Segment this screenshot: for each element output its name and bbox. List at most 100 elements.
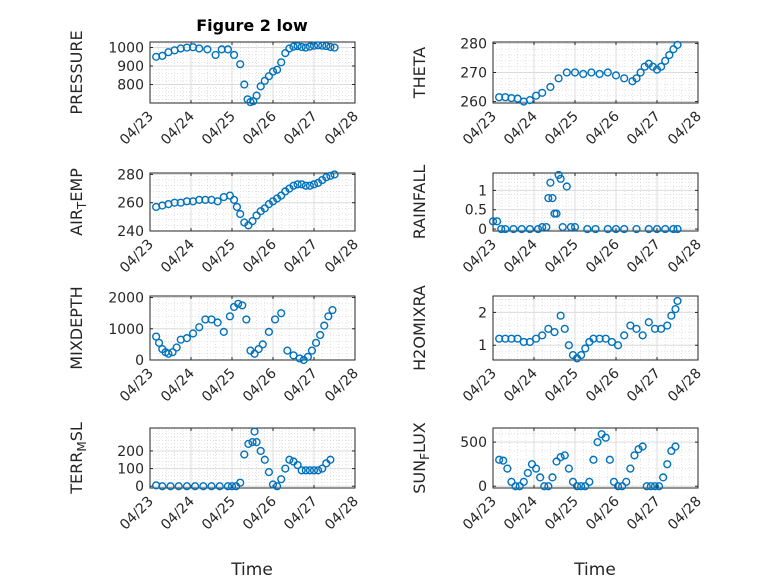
- data-point: [314, 41, 323, 50]
- data-point: [488, 217, 498, 226]
- data-point: [632, 324, 641, 333]
- data-point: [240, 80, 249, 89]
- plot-area: [150, 296, 355, 360]
- x-axis-label-left: Time: [230, 560, 273, 580]
- data-point: [203, 45, 212, 54]
- data-point: [254, 344, 263, 354]
- data-point: [509, 224, 518, 234]
- y-tick-label: 500: [460, 435, 487, 451]
- y-tick-label: 200: [117, 444, 144, 460]
- y-tick-label: 1: [478, 338, 487, 354]
- data-point: [285, 455, 294, 464]
- data-point: [661, 224, 670, 234]
- data-point: [303, 352, 312, 361]
- y-tick-label: 280: [460, 36, 487, 52]
- y-tick-label: 0.5: [465, 203, 487, 219]
- data-point: [644, 318, 653, 327]
- data-point: [564, 341, 573, 350]
- data-point: [289, 42, 298, 51]
- data-point: [227, 482, 237, 491]
- data-point: [652, 224, 662, 234]
- data-point: [654, 482, 664, 491]
- data-point: [328, 305, 337, 315]
- data-point: [236, 478, 245, 487]
- data-point: [613, 341, 623, 350]
- data-point: [311, 338, 321, 347]
- data-point: [236, 60, 245, 69]
- data-point: [552, 457, 561, 466]
- data-point: [632, 74, 641, 83]
- y-tick-label: 1000: [108, 41, 144, 57]
- data-point: [556, 311, 565, 320]
- data-point: [538, 88, 547, 97]
- data-point: [307, 346, 317, 355]
- data-point: [297, 466, 306, 475]
- data-point: [572, 482, 582, 491]
- data-point: [570, 68, 580, 77]
- data-point: [618, 482, 627, 491]
- data-point: [564, 464, 573, 473]
- data-point: [497, 224, 506, 234]
- data-point: [556, 174, 565, 183]
- data-point: [601, 334, 610, 343]
- data-point: [301, 181, 310, 190]
- data-point: [309, 466, 319, 475]
- data-point: [673, 296, 682, 306]
- data-point: [544, 482, 553, 491]
- plot-area: [493, 428, 698, 488]
- data-point: [330, 43, 339, 52]
- data-point: [609, 477, 619, 486]
- data-point: [309, 180, 319, 189]
- data-point: [554, 74, 563, 83]
- axes-box: [492, 172, 699, 232]
- axes-box: [149, 172, 356, 232]
- data-point: [568, 477, 578, 486]
- y-tick-label: 2: [478, 305, 487, 321]
- data-point: [326, 42, 335, 52]
- data-point: [172, 343, 181, 352]
- data-point: [659, 473, 668, 482]
- data-point: [213, 197, 222, 206]
- data-point: [182, 334, 192, 343]
- data-point: [656, 62, 666, 71]
- y-tick-label: 1000: [108, 322, 144, 338]
- y-tick-label: 0: [478, 222, 487, 238]
- data-point: [663, 460, 672, 469]
- data-point: [195, 44, 204, 53]
- data-point: [322, 41, 331, 51]
- data-point: [667, 311, 676, 320]
- data-point: [250, 349, 259, 358]
- data-point: [611, 71, 621, 80]
- data-point: [538, 331, 547, 340]
- y-axis-label-part: SL: [67, 422, 86, 441]
- y-tick-label: 800: [117, 78, 144, 94]
- data-point: [605, 455, 614, 464]
- data-point: [493, 217, 502, 226]
- data-point: [256, 446, 265, 456]
- data-point: [607, 337, 617, 347]
- data-point: [552, 209, 561, 218]
- data-point: [174, 482, 183, 491]
- data-point: [577, 350, 586, 360]
- data-point: [622, 477, 631, 486]
- data-point: [293, 180, 302, 189]
- data-point: [591, 224, 600, 234]
- data-point: [301, 466, 310, 475]
- data-point: [324, 312, 333, 321]
- data-point: [579, 69, 588, 79]
- data-point: [256, 82, 265, 91]
- y-tick-label: 0: [135, 479, 144, 495]
- data-point: [673, 224, 682, 234]
- data-point: [248, 216, 257, 226]
- data-point: [264, 72, 274, 81]
- data-point: [232, 202, 242, 212]
- y-tick-label: 280: [117, 167, 144, 183]
- data-point: [166, 482, 175, 491]
- data-point: [669, 45, 678, 54]
- data-point: [525, 224, 535, 234]
- data-point: [250, 427, 259, 436]
- y-axis-label: THETA: [410, 47, 429, 99]
- data-point: [503, 464, 512, 473]
- data-point: [562, 182, 571, 191]
- data-point: [650, 482, 660, 491]
